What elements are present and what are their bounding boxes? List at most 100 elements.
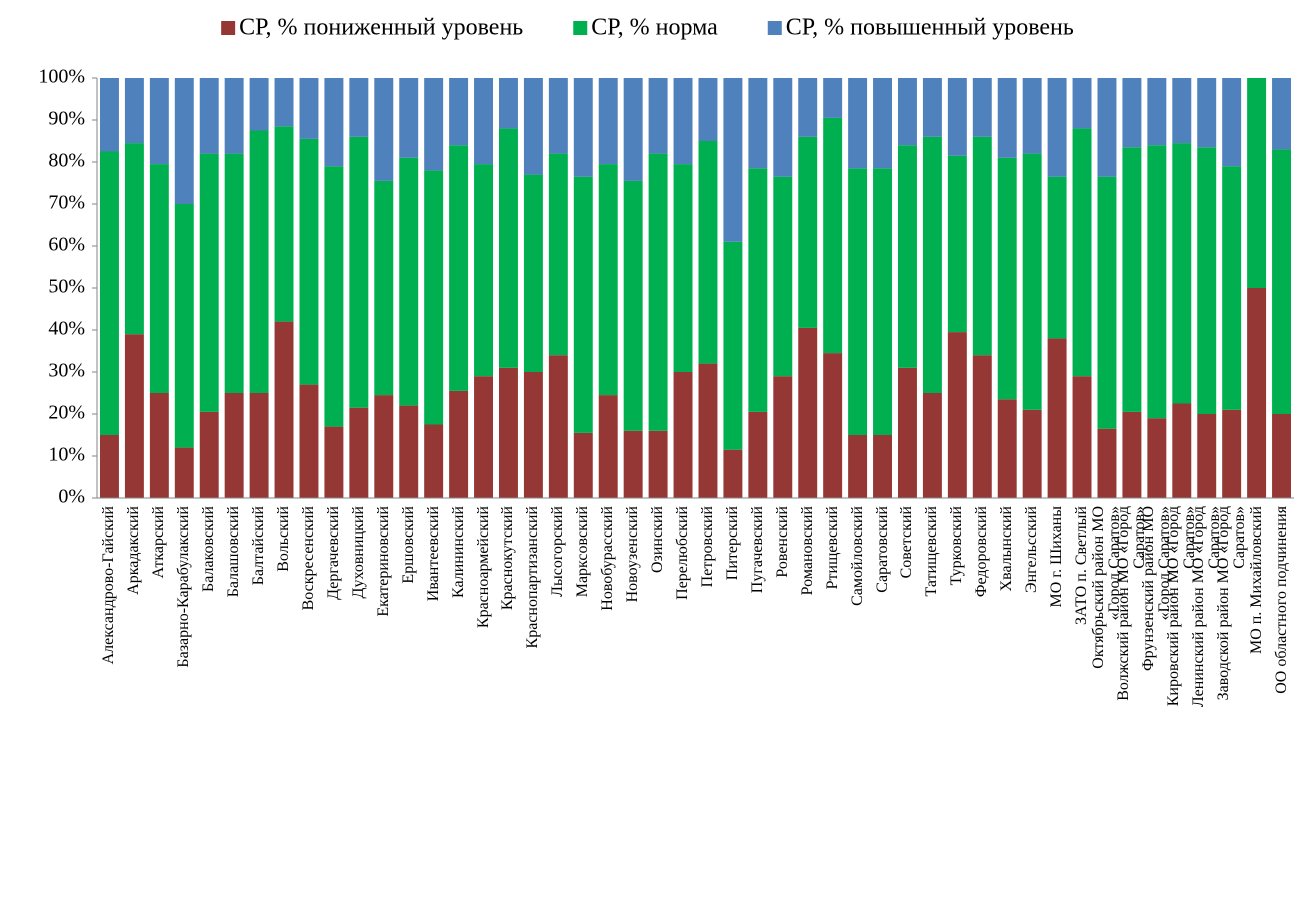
bar-segment [174,204,194,448]
bar-segment [1097,78,1117,177]
bar-segment [748,78,768,169]
bar-segment [174,447,194,498]
bar-segment [449,145,469,391]
y-tick-label: 90% [48,108,85,130]
x-tick-label: Перелюбский [674,506,692,600]
legend-swatch [221,21,236,35]
x-tick-label: Базарно-Карабулакский [175,506,193,668]
bar-segment [449,390,469,498]
x-tick-label: Романовский [798,506,816,596]
bar-segment [997,399,1017,498]
x-tick-label: Петровский [698,506,716,588]
legend-label: СР, % пониженный уровень [239,15,523,41]
bar-segment [1072,78,1092,129]
bar-segment [623,180,643,431]
x-tick-label: Екатериновский [374,506,392,617]
bar-segment [773,176,793,377]
bar-segment [299,78,319,139]
bar-segment [399,405,419,498]
x-tick-label: Хвалынский [998,506,1016,592]
x-tick-label: Калининский [449,506,467,598]
bar-segment [922,136,942,394]
bar-segment [997,78,1017,158]
bar-segment [374,180,394,396]
bar-segment [498,367,518,498]
bar-segment [648,153,668,431]
bar-segment [1272,78,1292,150]
bar-segment [374,395,394,498]
y-tick-label: 80% [48,150,85,172]
bar-segment [972,136,992,356]
bar-segment [748,411,768,498]
bar-segment [848,435,868,498]
bar-segment [424,170,444,425]
x-tick-label: Балаковский [200,506,218,592]
bar-segment [523,372,543,498]
bar-segment [648,78,668,154]
x-tick-label: Краснокутский [499,506,517,611]
y-tick-label: 50% [48,276,85,298]
y-tick-label: 20% [48,402,85,424]
legend-label: СР, % повышенный уровень [786,15,1074,41]
bar-segment [399,157,419,406]
y-tick-label: 0% [58,486,85,508]
x-tick-label: Ивантеевский [424,506,442,602]
x-tick-label: ОО областного подчинения [1272,506,1290,694]
x-tick-label: Саратовский [873,506,891,593]
bar-segment [249,78,269,131]
x-tick-label: Озинский [649,506,667,573]
bar-segment [1072,128,1092,377]
bar-segment [623,78,643,181]
bar-segment [972,78,992,137]
x-tick-label: Ровенский [773,506,791,578]
bar-segment [224,153,244,393]
bar-segment [598,395,618,498]
x-tick-label: Вольский [275,506,293,572]
x-tick-label: Красноармейский [474,506,492,629]
bar-segment [274,321,294,498]
bar-segment [324,166,344,427]
x-tick-label: Аркадакский [125,506,143,595]
x-tick-label: Аткарский [150,506,168,579]
x-tick-label: Советский [898,506,916,579]
bar-segment [498,128,518,368]
y-tick-label: 10% [48,444,85,466]
bar-segment [798,136,818,328]
bar-segment [573,78,593,177]
bar-segment [598,164,618,396]
bar-segment [848,78,868,169]
x-tick-label: Воскресенский [299,506,317,611]
bar-segment [1122,147,1142,412]
y-tick-label: 40% [48,318,85,340]
bar-segment [1197,414,1217,498]
x-tick-label: Ершовский [399,506,417,584]
x-tick-label: ЗАТО п. Светлый [1073,506,1091,625]
bar-segment [1022,153,1042,410]
bar-segment [548,78,568,154]
bar-segment [598,78,618,165]
x-tick-label: МО г. Шиханы [1048,506,1066,608]
bar-segment [374,78,394,181]
bar-segment [1197,147,1217,415]
bar-segment [1022,78,1042,154]
bar-segment [1147,145,1167,419]
bar-segment [947,332,967,498]
bar-segment [723,241,743,450]
bar-segment [324,78,344,167]
bar-segment [897,78,917,146]
x-tick-label: Пугачевский [748,506,766,594]
y-tick-label: 60% [48,234,85,256]
bar-segment [199,78,219,154]
bar-segment [673,78,693,165]
x-tick-label: Турковский [948,506,966,586]
bar-segment [798,327,818,498]
x-tick-label: Новоузенский [624,506,642,603]
bar-segment [623,430,643,498]
bar-segment [99,78,119,152]
bar-segment [249,130,269,393]
bar-segment [1172,143,1192,404]
bar-segment [1272,414,1292,498]
bar-segment [199,153,219,412]
